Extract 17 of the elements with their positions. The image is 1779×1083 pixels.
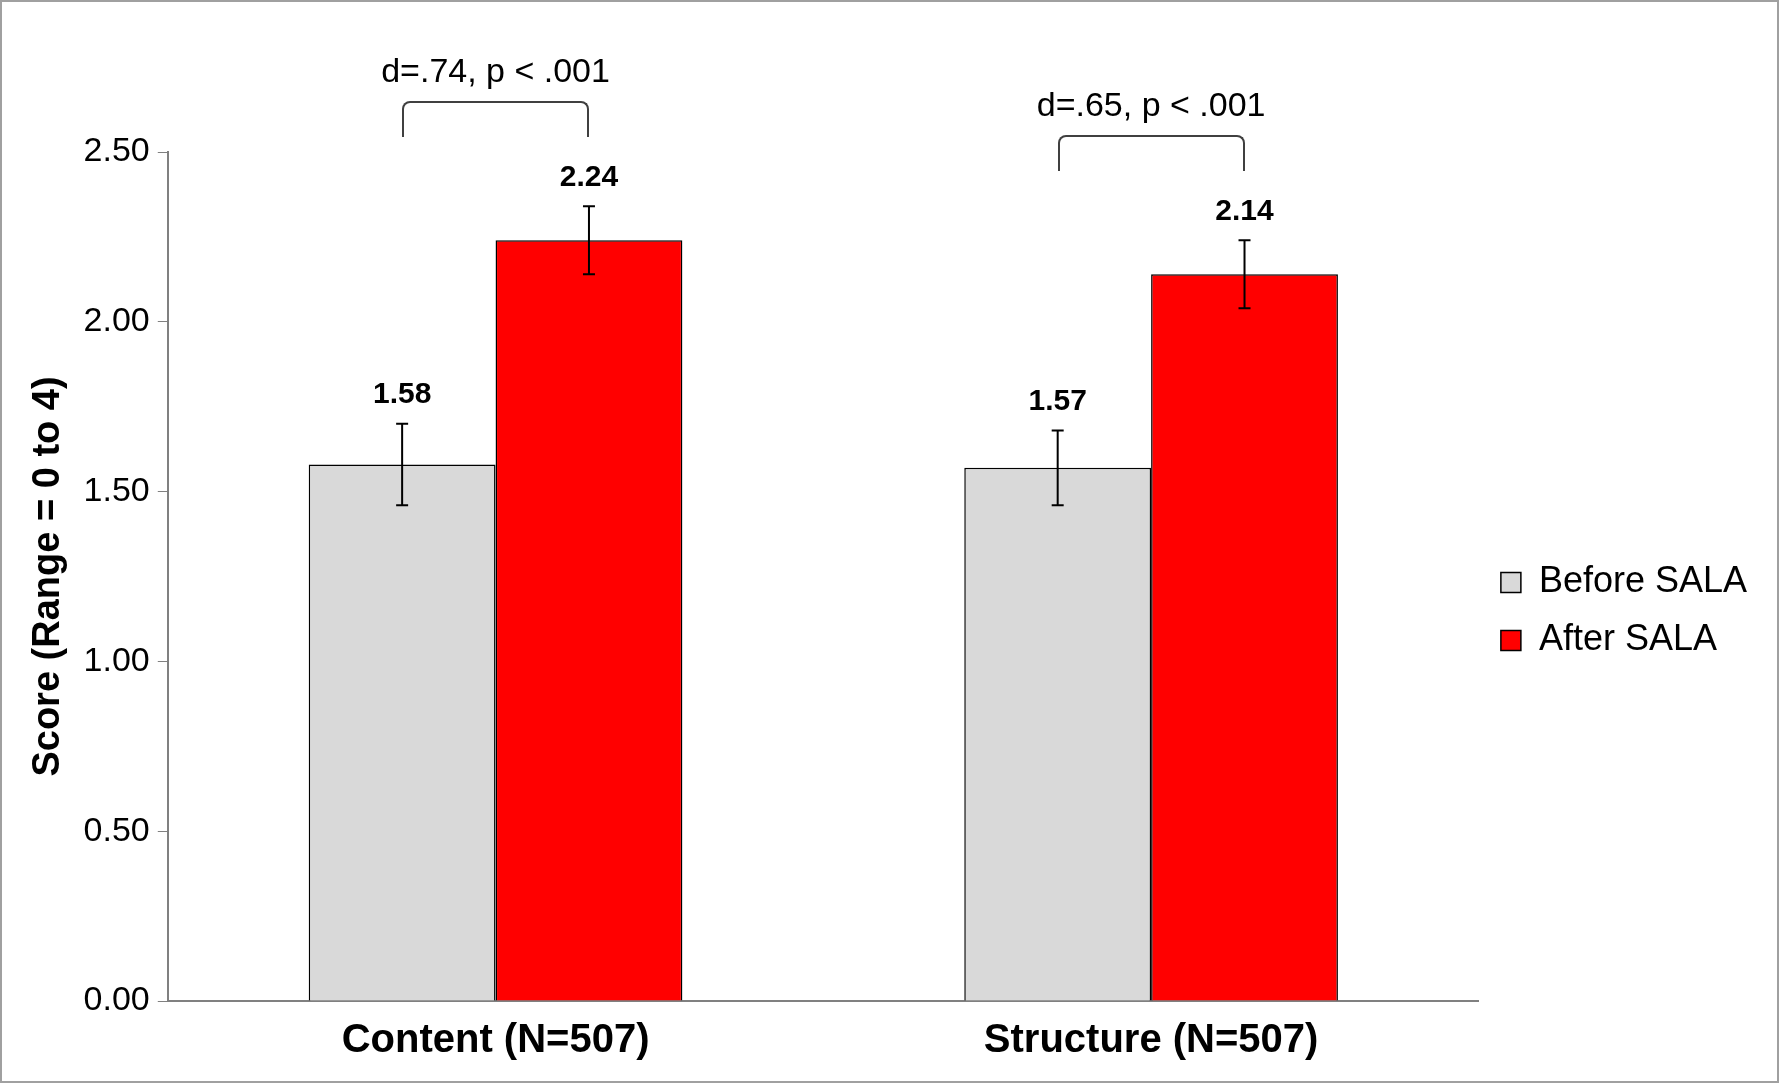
y-tick-label: 2.00 xyxy=(83,300,150,339)
y-axis-title: Score (Range = 0 to 4) xyxy=(25,376,68,777)
y-tick-label: 0.50 xyxy=(83,809,150,848)
y-tick-label: 1.50 xyxy=(83,469,150,508)
x-tick-label: Content (N=507) xyxy=(341,1016,650,1061)
text: d=.74, p < .001 xyxy=(381,50,610,89)
legend-label: Before SALA xyxy=(1538,559,1747,601)
y-tick-label: 2.50 xyxy=(83,130,150,169)
data-label: 2.24 xyxy=(559,158,619,192)
text: d=.65, p < .001 xyxy=(1036,84,1266,123)
legend-label: After SALA xyxy=(1538,617,1717,659)
data-label: 2.14 xyxy=(1215,192,1275,226)
data-label: 1.58 xyxy=(372,375,432,409)
x-tick-label: Structure (N=507) xyxy=(983,1016,1319,1061)
data-label: 1.57 xyxy=(1028,382,1087,416)
y-tick-label: 0.00 xyxy=(83,979,150,1018)
y-tick-label: 1.00 xyxy=(83,639,150,678)
